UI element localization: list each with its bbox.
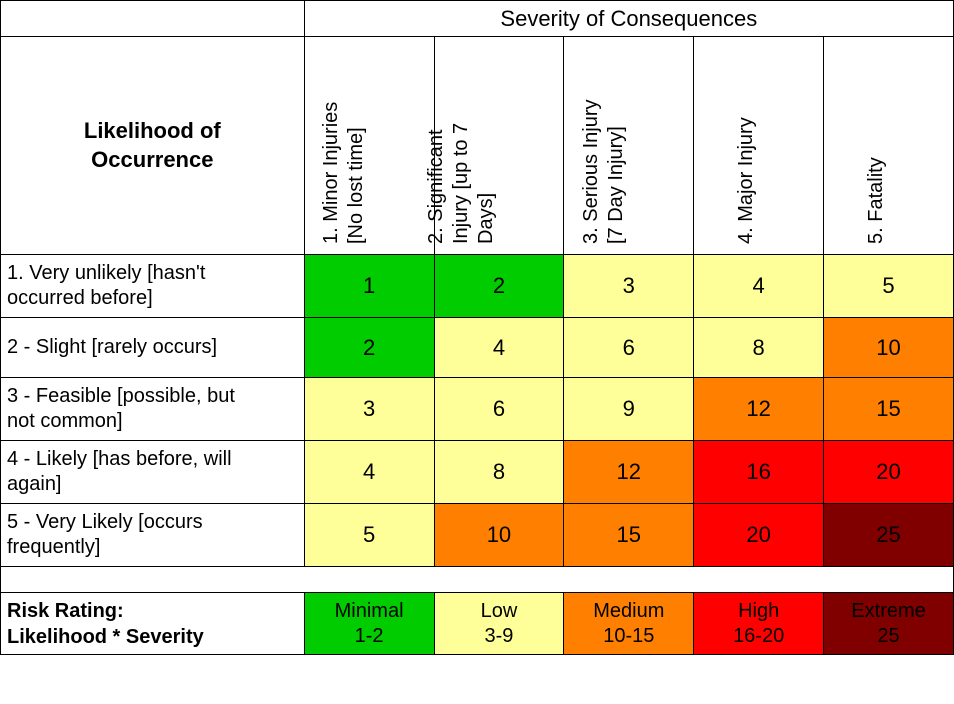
empty-corner xyxy=(1,1,305,37)
rating-range: 10-15 xyxy=(603,625,654,647)
severity-col-2: 2. Significant Injury [up to 7 Days] xyxy=(434,37,564,255)
sev-col-label: [No lost time] xyxy=(344,102,369,244)
row-label-text: 1. Very unlikely [hasn't xyxy=(7,262,205,284)
matrix-cell: 2 xyxy=(434,255,564,318)
likelihood-header: Likelihood of Occurrence xyxy=(1,37,305,255)
matrix-cell: 8 xyxy=(694,318,824,378)
matrix-cell: 16 xyxy=(694,441,824,504)
matrix-cell: 4 xyxy=(434,318,564,378)
rating-cell: Minimal 1-2 xyxy=(304,593,434,655)
severity-header: Severity of Consequences xyxy=(304,1,953,37)
row-label-text: 4 - Likely [has before, will xyxy=(7,448,232,470)
row-label-text: 3 - Feasible [possible, but xyxy=(7,385,235,407)
matrix-cell: 1 xyxy=(304,255,434,318)
matrix-cell: 15 xyxy=(824,378,954,441)
sev-col-label: [7 Day Injury] xyxy=(604,99,629,244)
matrix-cell: 5 xyxy=(304,504,434,567)
rating-name: Extreme xyxy=(851,600,925,622)
matrix-cell: 3 xyxy=(564,255,694,318)
rating-range: 16-20 xyxy=(733,625,784,647)
matrix-cell: 15 xyxy=(564,504,694,567)
matrix-cell: 9 xyxy=(564,378,694,441)
matrix-cell: 25 xyxy=(824,504,954,567)
spacer-row xyxy=(1,567,954,593)
row-label-text: 5 - Very Likely [occurs xyxy=(7,511,203,533)
row-label-text: again] xyxy=(7,473,62,495)
likelihood-row-label: 4 - Likely [has before, will again] xyxy=(1,441,305,504)
rating-range: 25 xyxy=(877,625,899,647)
rating-cell: High 16-20 xyxy=(694,593,824,655)
rating-label-l2: Likelihood * Severity xyxy=(7,626,204,648)
sev-col-label: Injury [up to 7 xyxy=(449,123,474,244)
sev-col-label: 5. Fatality xyxy=(864,157,889,244)
likelihood-row-label: 3 - Feasible [possible, but not common] xyxy=(1,378,305,441)
matrix-cell: 10 xyxy=(434,504,564,567)
likelihood-row-label: 2 - Slight [rarely occurs] xyxy=(1,318,305,378)
row-label-text: occurred before] xyxy=(7,287,153,309)
sev-col-label: 1. Minor Injuries xyxy=(319,102,344,244)
rating-cell: Low 3-9 xyxy=(434,593,564,655)
matrix-cell: 4 xyxy=(304,441,434,504)
rating-name: Minimal xyxy=(335,600,404,622)
severity-col-4: 4. Major Injury xyxy=(694,37,824,255)
likelihood-row-label: 5 - Very Likely [occurs frequently] xyxy=(1,504,305,567)
severity-title: Severity of Consequences xyxy=(500,6,757,31)
table-row: 2 - Slight [rarely occurs] 246810 xyxy=(1,318,954,378)
matrix-cell: 2 xyxy=(304,318,434,378)
rating-cell: Medium 10-15 xyxy=(564,593,694,655)
matrix-cell: 12 xyxy=(564,441,694,504)
rating-label-l1: Risk Rating: xyxy=(7,600,124,622)
row-label-text: frequently] xyxy=(7,536,100,558)
matrix-cell: 5 xyxy=(824,255,954,318)
matrix-cell: 8 xyxy=(434,441,564,504)
rating-cell: Extreme 25 xyxy=(824,593,954,655)
severity-col-1: 1. Minor Injuries [No lost time] xyxy=(304,37,434,255)
severity-col-5: 5. Fatality xyxy=(824,37,954,255)
sev-col-label: 3. Serious Injury xyxy=(579,99,604,244)
rating-name: High xyxy=(738,600,779,622)
severity-col-3: 3. Serious Injury [7 Day Injury] xyxy=(564,37,694,255)
row-label-text: not common] xyxy=(7,410,123,432)
likelihood-title-l2: Occurrence xyxy=(91,147,213,172)
table-row: 5 - Very Likely [occursfrequently]510152… xyxy=(1,504,954,567)
likelihood-row-label: 1. Very unlikely [hasn't occurred before] xyxy=(1,255,305,318)
sev-col-label: 2. Significant xyxy=(424,123,449,244)
matrix-cell: 6 xyxy=(564,318,694,378)
matrix-cell: 4 xyxy=(694,255,824,318)
matrix-cell: 3 xyxy=(304,378,434,441)
rating-range: 1-2 xyxy=(355,625,384,647)
matrix-cell: 10 xyxy=(824,318,954,378)
row-label-text: 2 - Slight [rarely occurs] xyxy=(7,336,217,358)
rating-name: Low xyxy=(481,600,518,622)
rating-range: 3-9 xyxy=(484,625,513,647)
matrix-cell: 20 xyxy=(694,504,824,567)
table-row: 4 - Likely [has before, will again] 481216… xyxy=(1,441,954,504)
matrix-cell: 20 xyxy=(824,441,954,504)
rating-label: Risk Rating: Likelihood * Severity xyxy=(1,593,305,655)
sev-col-label: Days] xyxy=(474,123,499,244)
table-row: 1. Very unlikely [hasn't occurred before]… xyxy=(1,255,954,318)
risk-matrix-table: Severity of Consequences Likelihood of O… xyxy=(0,0,954,655)
sev-col-label: 4. Major Injury xyxy=(734,117,759,244)
matrix-cell: 6 xyxy=(434,378,564,441)
rating-name: Medium xyxy=(593,600,664,622)
table-row: 3 - Feasible [possible, but not common] 36… xyxy=(1,378,954,441)
risk-rating-row: Risk Rating: Likelihood * Severity Minim… xyxy=(1,593,954,655)
matrix-cell: 12 xyxy=(694,378,824,441)
likelihood-title-l1: Likelihood of xyxy=(84,118,221,143)
